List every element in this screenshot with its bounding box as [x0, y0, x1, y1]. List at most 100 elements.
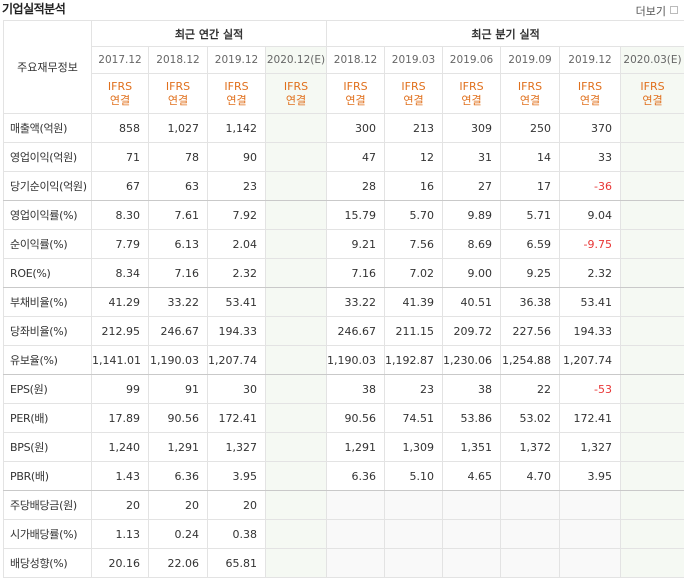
value-cell: 246.67: [148, 316, 208, 346]
value-cell: 209.72: [442, 316, 502, 346]
value-cell: 194.33: [559, 316, 622, 346]
basis-header: IFRS 연결: [207, 73, 266, 114]
data-row: ROE(%) 8.34 7.16 2.32 7.16 7.02 9.00 9.25 2.32: [3, 258, 684, 288]
value-cell: 212.95: [91, 316, 149, 346]
empty-cell: [384, 519, 444, 549]
period-header: 2019.03: [384, 46, 444, 74]
empty-cell: [384, 548, 444, 578]
value-cell: 5.10: [384, 461, 444, 491]
value-cell: 71: [91, 142, 149, 172]
empty-cell: [620, 519, 684, 549]
row-label: 배당성향(%): [3, 548, 92, 578]
empty-cell: [620, 142, 684, 172]
header-row: IFRS 연결 IFRS 연결 IFRS 연결 IFRS 연결 IFRS 연결 IFRS 연결 IFRS…: [4, 73, 684, 114]
section-title: 기업실적분석: [2, 2, 66, 16]
value-cell: 78: [148, 142, 208, 172]
empty-cell: [264, 374, 328, 404]
empty-cell: [326, 490, 386, 520]
empty-cell: [620, 432, 684, 462]
value-cell: -9.75: [559, 229, 622, 259]
value-cell: 53.41: [207, 287, 266, 317]
basis-standard: IFRS: [224, 79, 249, 93]
value-cell: 1,207.74: [559, 345, 622, 375]
empty-cell: [264, 113, 328, 143]
corner-header: 주요재무정보: [3, 20, 92, 114]
value-cell: 16: [384, 171, 444, 201]
value-cell: 1,309: [384, 432, 444, 462]
value-cell: 67: [91, 171, 149, 201]
value-cell: 8.34: [91, 258, 149, 288]
period-header: 2019.12: [559, 46, 622, 74]
value-cell: 17: [500, 171, 561, 201]
empty-cell: [620, 171, 684, 201]
value-cell: -53: [559, 374, 622, 404]
period-header: 2018.12: [148, 46, 208, 74]
value-cell: 2.04: [207, 229, 266, 259]
empty-cell: [500, 490, 561, 520]
value-cell: -36: [559, 171, 622, 201]
empty-cell: [264, 345, 328, 375]
value-cell: 6.59: [500, 229, 561, 259]
value-cell: 1,254.88: [500, 345, 561, 375]
header-row: 2017.12 2018.12 2019.12 2020.12(E) 2018.12 20…: [4, 46, 684, 74]
data-row: PER(배) 17.89 90.56 172.41 90.56 74.51 53.86 53.…: [3, 403, 684, 433]
basis-standard: IFRS: [517, 79, 543, 93]
value-cell: 90: [207, 142, 266, 172]
basis-header: IFRS 연결: [326, 73, 386, 114]
value-cell: 23: [384, 374, 444, 404]
value-cell: 9.25: [500, 258, 561, 288]
group-header: 최근 분기 실적: [326, 20, 684, 47]
value-cell: 1,240: [91, 432, 149, 462]
value-cell: 7.92: [207, 200, 266, 230]
empty-cell: [442, 490, 502, 520]
data-row: 배당성향(%) 20.16 22.06 65.81: [3, 548, 684, 578]
basis-scope: 연결: [345, 93, 366, 107]
value-cell: 8.69: [442, 229, 502, 259]
data-row: 주당배당금(원) 20 20 20: [3, 490, 684, 520]
row-label: 유보율(%): [3, 345, 92, 375]
value-cell: 9.89: [442, 200, 502, 230]
basis-scope: 연결: [285, 93, 307, 107]
row-label: 영업이익률(%): [3, 200, 92, 230]
basis-header: IFRS 연결: [148, 73, 208, 114]
value-cell: 36.38: [500, 287, 561, 317]
row-label: 매출액(억원): [3, 113, 92, 143]
value-cell: 22: [500, 374, 561, 404]
value-cell: 53.86: [442, 403, 502, 433]
value-cell: 7.16: [148, 258, 208, 288]
value-cell: 246.67: [326, 316, 386, 346]
basis-header: IFRS 연결: [384, 73, 444, 114]
basis-header: IFRS 연결: [264, 73, 328, 114]
more-link[interactable]: 더보기: [636, 3, 679, 19]
financial-table: 주요재무정보 최근 연간 실적 최근 분기 실적 2017.12 2018.12 2019…: [3, 20, 684, 578]
value-cell: 300: [326, 113, 386, 143]
basis-standard: IFRS: [283, 79, 309, 93]
value-cell: 4.70: [500, 461, 561, 491]
empty-cell: [500, 519, 561, 549]
data-row: 시가배당률(%) 1.13 0.24 0.38: [3, 519, 684, 549]
basis-scope: 연결: [461, 93, 482, 107]
value-cell: 38: [442, 374, 502, 404]
data-row: 매출액(억원) 858 1,027 1,142 300 213 309 250 370: [3, 113, 684, 143]
basis-scope: 연결: [167, 93, 189, 107]
basis-header: IFRS 연결: [620, 73, 684, 114]
value-cell: 27: [442, 171, 502, 201]
value-cell: 0.38: [207, 519, 266, 549]
value-cell: 1,327: [559, 432, 622, 462]
empty-cell: [559, 519, 622, 549]
row-label: 주당배당금(원): [3, 490, 92, 520]
value-cell: 9.04: [559, 200, 622, 230]
empty-cell: [264, 461, 328, 491]
empty-cell: [264, 258, 328, 288]
value-cell: 90.56: [148, 403, 208, 433]
empty-cell: [559, 490, 622, 520]
empty-cell: [620, 490, 684, 520]
row-label: EPS(원): [3, 374, 92, 404]
row-label: 당좌비율(%): [3, 316, 92, 346]
value-cell: 63: [148, 171, 208, 201]
period-header: 2017.12: [91, 46, 149, 74]
value-cell: 172.41: [207, 403, 266, 433]
row-label: 시가배당률(%): [3, 519, 92, 549]
value-cell: 250: [500, 113, 561, 143]
